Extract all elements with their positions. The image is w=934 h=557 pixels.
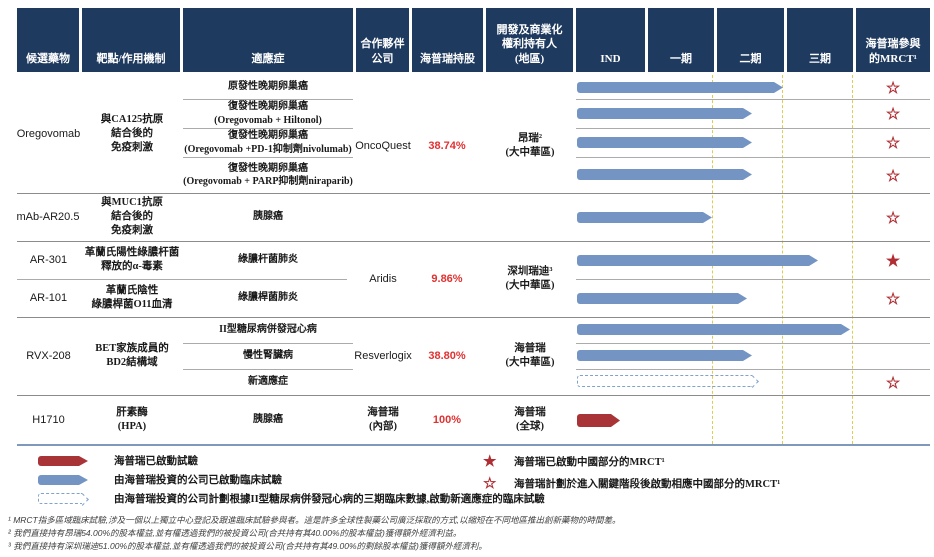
row-divider: [576, 157, 930, 158]
section-divider: [17, 395, 930, 396]
legend-label: 海普瑞已啟動中國部分的MRCT¹: [514, 457, 665, 468]
target-mechanism: 與MUC1抗原 結合後的 免疫刺激: [101, 196, 163, 237]
legend-label: 由海普瑞投資的公司已啟動臨床試驗: [114, 475, 282, 486]
phase-progress-bar: [577, 82, 783, 93]
rights-holder: 昂瑞² (大中華區): [505, 132, 555, 158]
row-divider: [183, 157, 353, 158]
target-mechanism: 革蘭氏陽性綠膿杆菌 釋放的α-毒素: [84, 246, 180, 272]
col-header-phase2: 二期: [717, 8, 784, 72]
mrct-star-icon: ☆: [885, 133, 901, 153]
indication: 胰腺癌: [253, 414, 283, 426]
legend-filled-star-icon: ★: [483, 452, 497, 471]
target-mechanism: BET家族成員的 BD2結構域: [95, 342, 169, 368]
drug-name: AR-101: [29, 291, 68, 304]
shareholding-percent: 38.80%: [428, 349, 466, 362]
phase-progress-bar: [577, 324, 850, 335]
rights-holder: 海普瑞 (大中華區): [505, 342, 555, 368]
indication: 復發性晚期卵巢癌 (Oregovomab + Hiltonol): [214, 101, 322, 126]
indication: II型糖尿病併發冠心病: [219, 324, 317, 336]
col-header-mrct: 海普瑞參與 的MRCT¹: [856, 8, 930, 72]
section-divider: [17, 317, 930, 318]
mrct-star-icon: ☆: [885, 77, 901, 97]
col-header-target-mechanism: 靶點/作用機制: [82, 8, 180, 72]
row-divider: [576, 99, 930, 100]
indication: 原發性晚期卵巢癌: [228, 81, 308, 93]
partner-company: Resverlogix: [354, 349, 412, 362]
mrct-star-icon: ☆: [885, 207, 901, 227]
col-header-candidate-drug: 候選藥物: [17, 8, 79, 72]
partner-company: Aridis: [369, 272, 397, 285]
col-header-ind: IND: [576, 8, 645, 72]
drug-name: mAb-AR20.5: [16, 210, 80, 223]
mrct-star-icon: ☆: [885, 288, 901, 308]
col-header-shareholding: 海普瑞持股: [412, 8, 483, 72]
table-bottom-border: [17, 444, 930, 446]
legend-blue-arrow-icon: [38, 475, 88, 485]
legend-red-arrow-icon: [38, 456, 88, 466]
row-divider: [183, 343, 353, 344]
drug-name: H1710: [32, 413, 65, 426]
phase-progress-bar: [577, 169, 752, 180]
target-mechanism: 肝素酶 (HPA): [116, 406, 148, 432]
section-divider: [17, 241, 930, 242]
footnote-3: ³ 我們直接持有深圳瑞迪51.00%的股本權益,並有權透過我們的被投資公司(合共…: [8, 541, 487, 551]
col-header-phase1: 一期: [648, 8, 714, 72]
indication: 綠膿杆菌肺炎: [238, 254, 298, 266]
mrct-star-icon: ☆: [885, 104, 901, 124]
drug-name: Oregovomab: [16, 127, 81, 140]
target-mechanism: 革蘭氏陰性 綠膿桿菌O11血清: [91, 284, 173, 310]
legend-label: 由海普瑞投資的公司計劃根據II型糖尿病併發冠心病的三期臨床數據,啟動新適應症的臨…: [114, 494, 545, 505]
phase-progress-bar: [577, 414, 620, 427]
partner-company: 海普瑞 (內部): [367, 406, 399, 432]
planned-phase-progress-bar: [577, 375, 752, 387]
indication: 復發性晚期卵巢癌 (Oregovomab + PARP抑制劑niraparib): [183, 162, 353, 188]
phase-progress-bar: [577, 137, 752, 148]
footnote-1: ¹ MRCT指多區域臨床試驗,涉及一個以上獨立中心登記及跟進臨床試驗參與者。這是…: [8, 515, 621, 525]
col-header-indication: 適應症: [183, 8, 353, 72]
row-divider: [183, 369, 353, 370]
col-header-partner: 合作夥伴 公司: [356, 8, 409, 72]
partner-company: OncoQuest: [355, 139, 411, 152]
indication: 新適應症: [248, 376, 288, 388]
mrct-star-icon: ★: [885, 250, 901, 270]
phase-progress-bar: [577, 350, 752, 361]
shareholding-percent: 9.86%: [431, 272, 463, 285]
row-divider: [576, 279, 930, 280]
legend-label: 海普瑞已啟動試驗: [114, 456, 198, 467]
legend-label: 海普瑞計劃於進入關鍵階段後啟動相應中國部分的MRCT¹: [514, 479, 781, 490]
phase-progress-bar: [577, 255, 818, 266]
shareholding-percent: 38.74%: [428, 139, 466, 152]
row-divider: [183, 128, 353, 129]
mrct-star-icon: ☆: [885, 372, 901, 392]
row-divider: [183, 99, 353, 100]
legend-dashed-arrow-icon: [38, 493, 82, 504]
phase-progress-bar: [577, 108, 752, 119]
col-header-rights-holder: 開發及商業化 權利持有人 (地區): [486, 8, 573, 72]
phase-progress-bar: [577, 212, 712, 223]
rights-holder: 海普瑞 (全球): [514, 406, 546, 432]
drug-name: AR-301: [29, 253, 68, 266]
phase-boundary-dashline: [852, 75, 853, 444]
row-divider: [576, 128, 930, 129]
legend-open-star-icon: ☆: [483, 474, 497, 493]
section-divider: [17, 193, 930, 194]
indication: 復發性晚期卵巢癌 (Oregovomab +PD-1抑制劑nivolumab): [184, 130, 352, 155]
col-header-phase3: 三期: [787, 8, 853, 72]
indication: 慢性腎臟病: [243, 350, 293, 362]
target-mechanism: 與CA125抗原 結合後的 免疫刺激: [100, 113, 164, 154]
mrct-star-icon: ☆: [885, 165, 901, 185]
drug-name: RVX-208: [26, 349, 71, 362]
footnote-2: ² 我們直接持有昂瑞54.00%的股本權益,並有權透過我們的被投資公司(合共持有…: [8, 528, 462, 538]
row-divider: [576, 343, 930, 344]
row-divider: [576, 369, 930, 370]
indication: 綠膿桿菌肺炎: [238, 292, 298, 304]
row-divider: [17, 279, 347, 280]
rights-holder: 深圳瑞迪³ (大中華區): [505, 265, 555, 291]
indication: 胰腺癌: [253, 211, 283, 223]
phase-progress-bar: [577, 293, 747, 304]
shareholding-percent: 100%: [432, 413, 462, 426]
